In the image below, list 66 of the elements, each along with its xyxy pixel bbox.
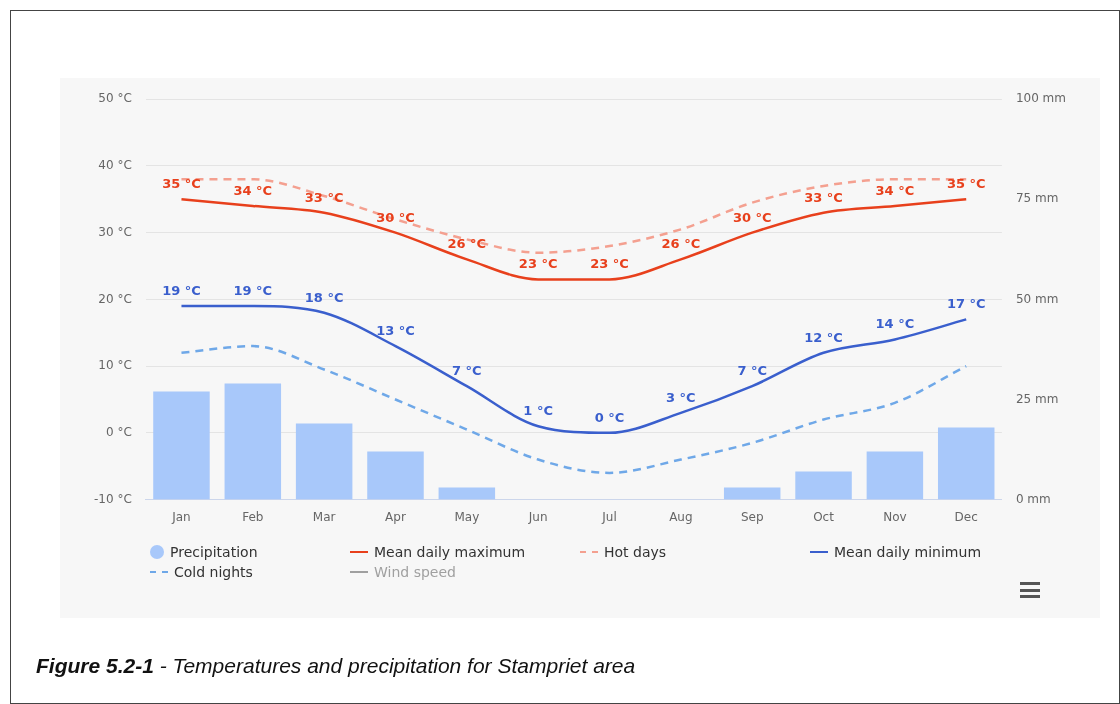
x-tick-label: May: [454, 509, 480, 524]
legend-label: Mean daily minimum: [834, 544, 982, 560]
bar: [866, 451, 924, 500]
data-label: 23 °C: [590, 256, 629, 272]
x-tick-label: Dec: [954, 509, 978, 524]
caption: Figure 5.2-1 - Temperatures and precipitation for Stampriet area: [36, 654, 636, 678]
y2-tick-label: 0 mm: [1015, 491, 1051, 506]
bar: [438, 487, 496, 500]
y2-tick-label: 50 mm: [1015, 291, 1059, 306]
data-label: 30 °C: [376, 209, 415, 225]
data-label: 18 °C: [304, 289, 344, 305]
data-label: 33 °C: [804, 189, 843, 205]
data-label: 0 °C: [594, 409, 625, 425]
data-label: 34 °C: [875, 182, 915, 198]
x-tick-label: Jul: [601, 509, 617, 524]
y2-tick-label: 25 mm: [1015, 391, 1059, 406]
data-label: 34 °C: [233, 182, 273, 198]
data-label: 14 °C: [875, 316, 915, 332]
legend-label: Hot days: [604, 544, 667, 560]
data-label: 19 °C: [233, 282, 273, 298]
y2-tick-label: 100 mm: [1015, 91, 1067, 106]
x-tick-label: Apr: [385, 509, 406, 524]
line-series: [180, 178, 968, 254]
line-series: [180, 344, 968, 475]
data-label: 30 °C: [732, 209, 772, 225]
bar: [224, 383, 282, 500]
legend-label: Cold nights: [174, 564, 253, 580]
data-label: 12 °C: [804, 329, 843, 345]
x-tick-label: Nov: [883, 509, 907, 524]
x-tick-label: Oct: [813, 509, 835, 524]
legend-label: Wind speed: [374, 564, 456, 580]
y-tick-label: -10 °C: [94, 491, 132, 506]
x-tick-label: Jan: [171, 509, 191, 524]
bar: [937, 427, 995, 500]
data-label: 26 °C: [447, 236, 487, 252]
data-label: 13 °C: [376, 322, 415, 338]
x-tick-label: Sep: [740, 509, 764, 524]
x-tick-label: Jun: [527, 509, 548, 524]
y2-tick-label: 75 mm: [1015, 191, 1059, 206]
data-label: 19 °C: [162, 282, 201, 298]
bar: [367, 451, 424, 500]
y-tick-label: 30 °C: [98, 224, 132, 239]
data-label: 1 °C: [523, 403, 553, 419]
data-label: 7 °C: [737, 363, 768, 379]
y-tick-label: 40 °C: [98, 158, 132, 173]
data-label: 35 °C: [946, 176, 986, 192]
bar: [795, 471, 852, 500]
bar: [295, 423, 353, 500]
bar: [153, 391, 210, 500]
data-label: 7 °C: [452, 363, 482, 379]
data-label: 26 °C: [661, 236, 701, 252]
y-tick-label: 0 °C: [105, 424, 132, 439]
x-tick-label: Aug: [669, 509, 693, 524]
data-label: 3 °C: [666, 389, 696, 405]
x-tick-label: Feb: [242, 509, 264, 524]
data-label: 33 °C: [304, 189, 344, 205]
y-tick-label: 10 °C: [98, 358, 132, 373]
legend-label: Mean daily maximum: [374, 544, 526, 560]
data-label: 17 °C: [946, 296, 986, 312]
legend-label: Precipitation: [170, 544, 258, 560]
data-label: 35 °C: [162, 176, 201, 192]
data-label: 23 °C: [518, 256, 558, 272]
x-tick-label: Mar: [312, 509, 336, 524]
y-tick-label: 20 °C: [98, 291, 132, 306]
bar: [723, 487, 781, 500]
y-tick-label: 50 °C: [98, 91, 132, 106]
